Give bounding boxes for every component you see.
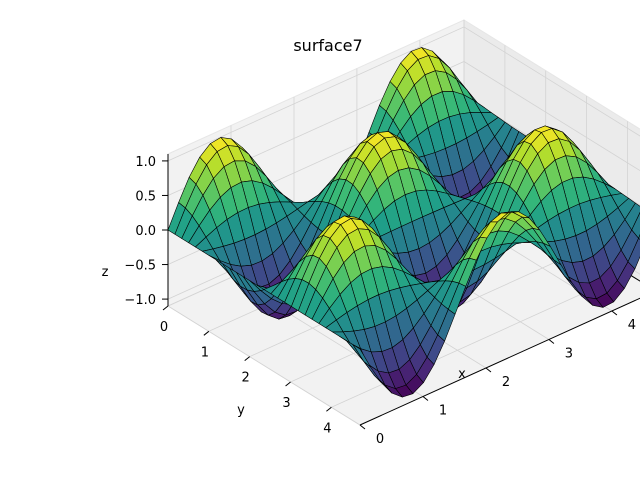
y-tick-mark	[244, 356, 251, 362]
z-axis-label: z	[102, 265, 109, 280]
x-tick-mark	[422, 396, 429, 401]
x-tick-label: 0	[376, 432, 384, 447]
chart-title: surface7	[293, 36, 362, 55]
z-tick-label: −0.5	[124, 259, 156, 274]
x-tick-label: 2	[502, 375, 510, 390]
x-tick-label: 3	[565, 346, 573, 361]
x-tick-label: 4	[628, 318, 636, 333]
surface-patch	[352, 344, 371, 368]
z-tick-label: −1.0	[124, 293, 156, 308]
y-tick-mark	[162, 305, 169, 311]
y-tick-mark	[326, 406, 332, 412]
x-tick-label: 1	[439, 403, 447, 418]
z-tick-label: 1.0	[135, 155, 156, 170]
y-axis-label: y	[237, 403, 245, 418]
y-tick-label: 1	[201, 345, 209, 360]
y-tick-label: 2	[242, 371, 250, 386]
surface-plot	[167, 47, 640, 398]
x-tick-mark	[548, 339, 555, 344]
x-tick-mark	[485, 367, 492, 373]
gridline-z	[167, 61, 640, 196]
axis-ticks: 0 0 1 1 2 2 3 3 4 4 −1.0 −0.5 0.0 0.5 1.0	[124, 155, 636, 447]
z-tick-label: 0.5	[135, 189, 156, 204]
y-tick-label: 3	[282, 396, 290, 411]
y-axis-line	[359, 297, 640, 426]
gridline-z	[167, 26, 640, 162]
y-tick-label: 0	[160, 320, 168, 335]
y-tick-label: 4	[323, 421, 331, 436]
y-tick-mark	[285, 381, 291, 387]
x-tick-mark	[611, 310, 618, 316]
x-axis-label: x	[458, 367, 466, 382]
z-tick-label: 0.0	[135, 224, 156, 239]
y-tick-mark	[203, 330, 210, 336]
x-tick-mark	[359, 424, 366, 430]
